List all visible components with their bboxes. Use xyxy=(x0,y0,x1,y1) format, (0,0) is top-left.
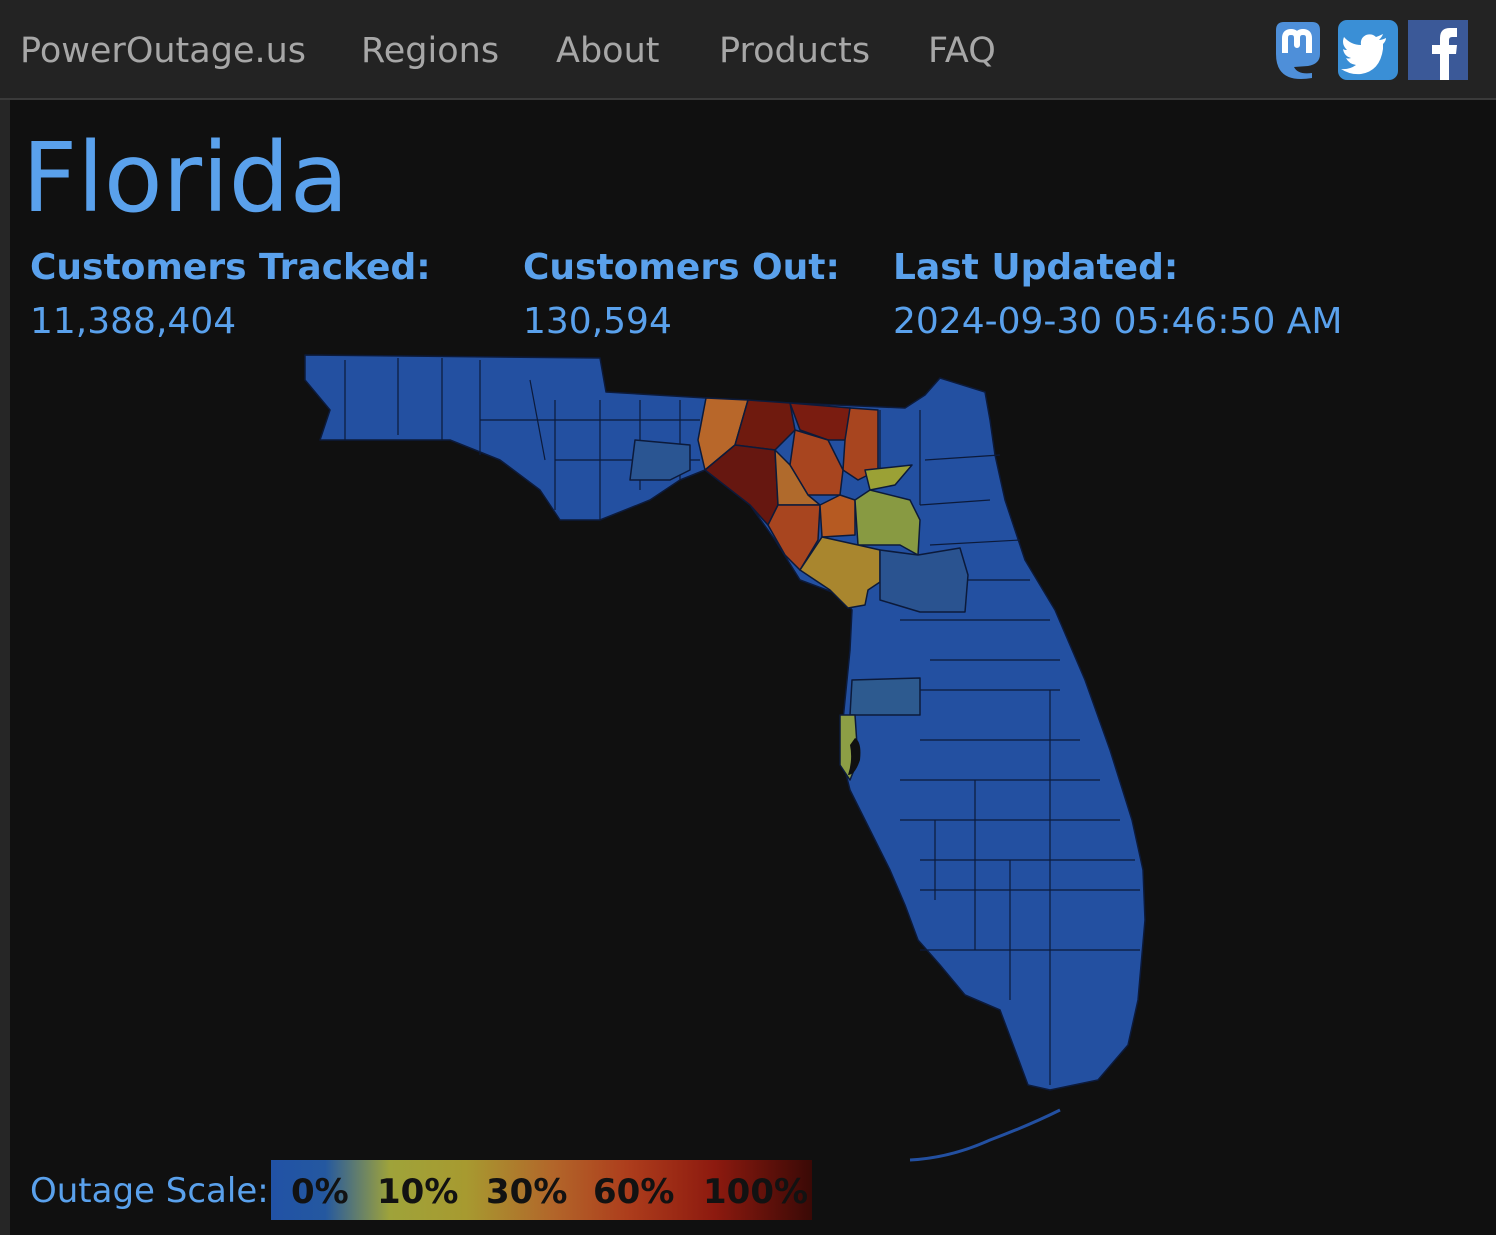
scale-tick-0: 0% xyxy=(291,1172,349,1212)
customers-tracked-label: Customers Tracked: xyxy=(30,247,431,288)
left-border xyxy=(0,100,10,1235)
brand-link[interactable]: PowerOutage.us xyxy=(20,31,307,71)
last-updated-label: Last Updated: xyxy=(893,247,1179,288)
county-mid-outage-2[interactable] xyxy=(799,536,881,609)
county-low-outage-2[interactable] xyxy=(854,489,921,556)
customers-tracked-value: 11,388,404 xyxy=(30,301,237,342)
county-lines xyxy=(344,358,1140,1085)
nav-about[interactable]: About xyxy=(556,31,660,71)
county-light-outage-3[interactable] xyxy=(629,439,691,481)
county-light-outage-1[interactable] xyxy=(879,547,969,613)
nav-regions[interactable]: Regions xyxy=(361,31,500,71)
facebook-icon[interactable] xyxy=(1408,20,1468,80)
county-mid-outage-1[interactable] xyxy=(774,449,821,506)
scale-tick-60: 60% xyxy=(593,1172,675,1212)
florida-map-svg[interactable] xyxy=(290,340,1170,1170)
outage-scale-bar: 0% 10% 30% 60% 100% xyxy=(271,1160,812,1220)
scale-tick-10: 10% xyxy=(377,1172,459,1212)
outage-scale-label: Outage Scale: xyxy=(30,1171,269,1211)
tampa-bay-water xyxy=(848,738,861,775)
nav-products[interactable]: Products xyxy=(719,31,871,71)
florida-outage-map[interactable] xyxy=(290,340,1170,1174)
twitter-icon[interactable] xyxy=(1338,20,1398,80)
county-light-outage-2[interactable] xyxy=(849,677,921,716)
mastodon-icon[interactable] xyxy=(1268,20,1328,80)
county-low-outage-1[interactable] xyxy=(864,464,913,491)
county-high-outage-2[interactable] xyxy=(842,407,879,481)
last-updated-value: 2024-09-30 05:46:50 AM xyxy=(893,301,1343,342)
customers-out-label: Customers Out: xyxy=(523,247,840,288)
florida-keys xyxy=(909,1108,1061,1162)
county-high-outage-5[interactable] xyxy=(819,494,856,538)
navbar: PowerOutage.us Regions About Products FA… xyxy=(0,0,1496,100)
page-title: Florida xyxy=(22,122,349,234)
scale-tick-100: 100% xyxy=(703,1172,809,1212)
nav-faq[interactable]: FAQ xyxy=(928,31,996,71)
county-severe-outage-2[interactable] xyxy=(789,402,859,441)
customers-out-value: 130,594 xyxy=(523,301,672,342)
county-severe-outage-1[interactable] xyxy=(734,399,796,451)
scale-tick-30: 30% xyxy=(486,1172,568,1212)
